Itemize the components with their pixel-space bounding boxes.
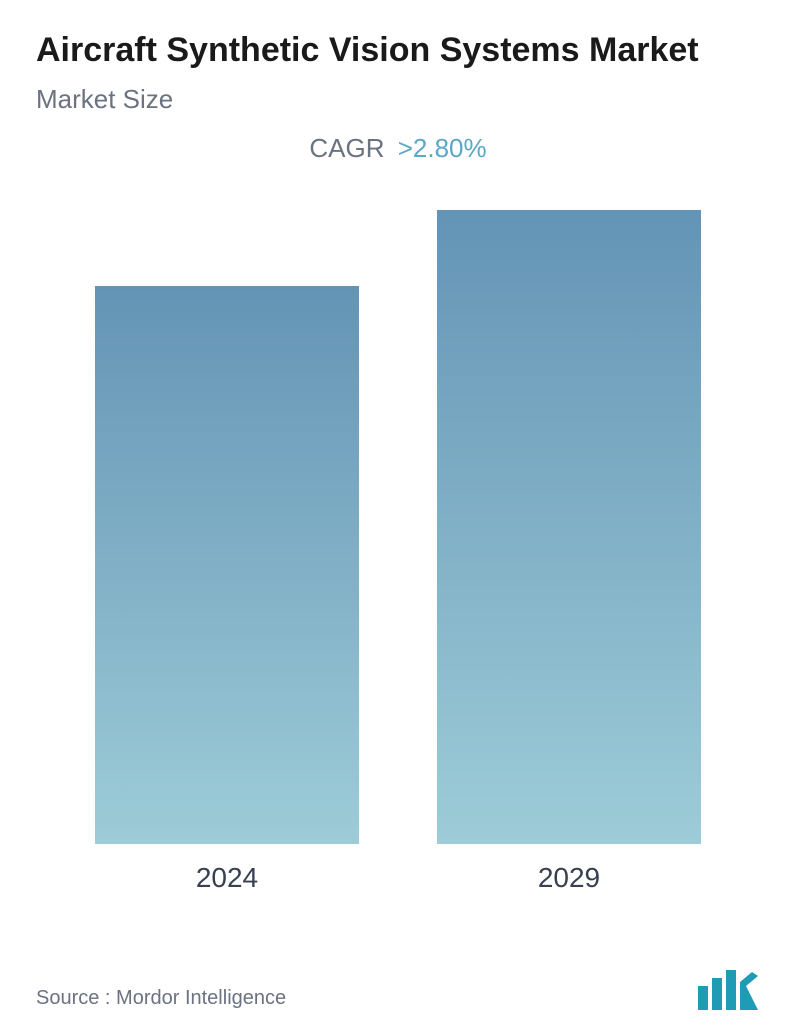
cagr-row: CAGR >2.80% [36, 133, 760, 164]
bar-1 [437, 210, 701, 844]
chart-subtitle: Market Size [36, 84, 760, 115]
bar-group-0: 2024 [87, 286, 367, 894]
chart-area: 2024 2029 [36, 204, 760, 894]
bar-label-0: 2024 [196, 862, 258, 894]
cagr-label: CAGR [309, 133, 384, 163]
bar-0 [95, 286, 359, 844]
bar-label-1: 2029 [538, 862, 600, 894]
bar-group-1: 2029 [429, 210, 709, 894]
chart-title: Aircraft Synthetic Vision Systems Market [36, 28, 760, 72]
cagr-value: >2.80% [398, 133, 487, 163]
footer: Source : Mordor Intelligence [36, 970, 760, 1010]
mordor-logo-icon [696, 970, 760, 1010]
source-text: Source : Mordor Intelligence [36, 987, 286, 1010]
